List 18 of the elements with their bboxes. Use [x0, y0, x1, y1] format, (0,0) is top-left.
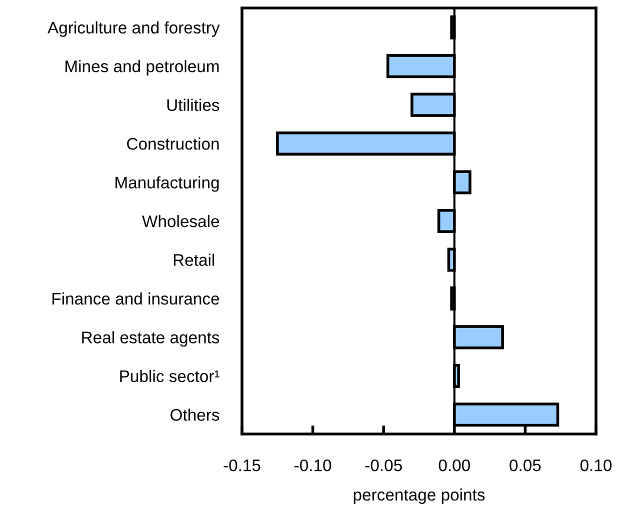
- y-tick-label: Construction: [127, 138, 219, 150]
- x-tick-label: -0.15: [224, 459, 260, 472]
- y-tick-label: Public sector¹: [120, 370, 220, 382]
- y-tick-label: Agriculture and forestry: [48, 21, 220, 37]
- x-tick-label: -0.10: [294, 459, 332, 472]
- x-tick-label: 0.00: [438, 459, 470, 472]
- x-tick-label: 0.10: [580, 459, 612, 472]
- y-tick-label: Real estate agents: [82, 331, 220, 347]
- y-tick-label: Utilities: [167, 98, 220, 112]
- x-tick-label: 0.05: [510, 459, 541, 472]
- y-tick-label: Finance and insurance: [52, 292, 220, 305]
- y-tick-label: Retail: [174, 254, 214, 266]
- x-tick-label: -0.05: [365, 459, 402, 472]
- x-axis-title: percentage points: [354, 488, 485, 504]
- y-tick-label: Others: [170, 408, 220, 421]
- y-tick-label: Manufacturing: [116, 176, 219, 192]
- y-tick-label: Mines and petroleum: [66, 60, 219, 76]
- y-tick-label: Wholesale: [142, 214, 220, 228]
